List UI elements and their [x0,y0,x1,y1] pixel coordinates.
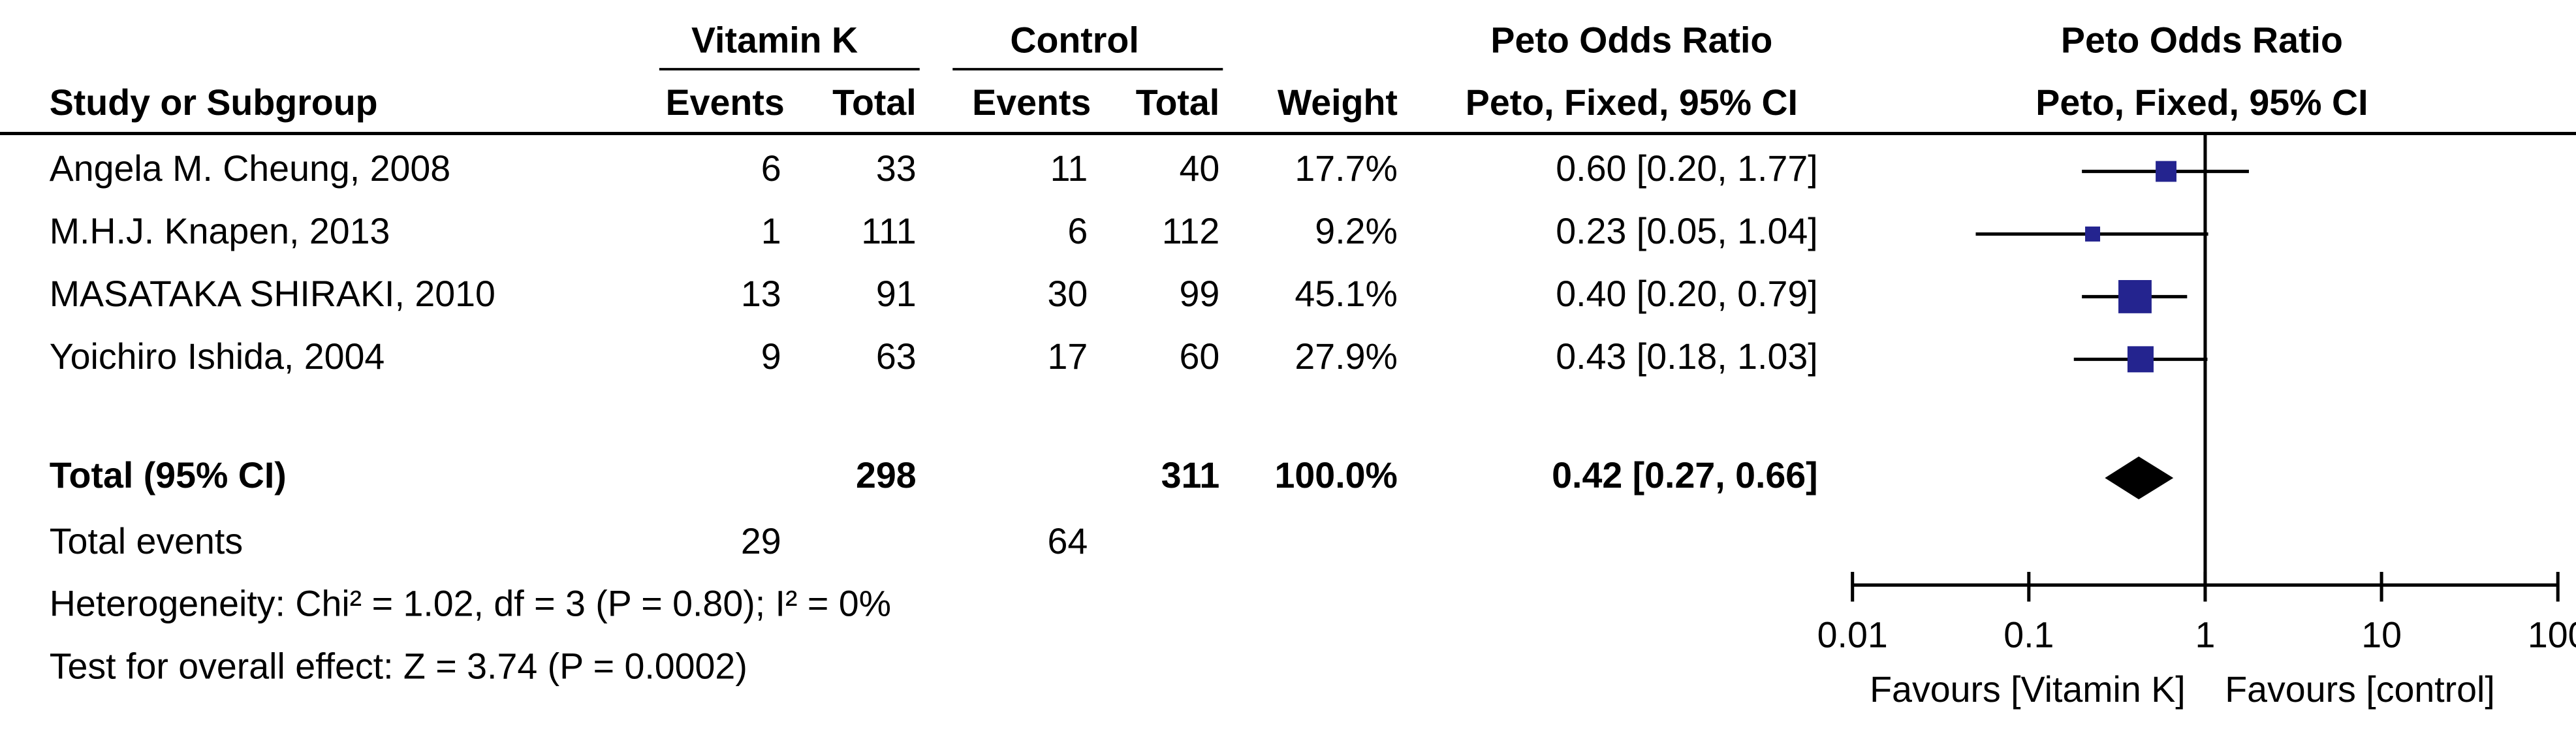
weight-cell: 9.2% [1315,211,1398,251]
total-cell: 91 [876,274,917,314]
weight-cell: 45.1% [1295,274,1397,314]
column-header: Total [1136,82,1220,123]
total-cell: 40 [1179,148,1219,189]
ci-cell: 0.43 [0.18, 1.03] [1556,336,1817,377]
overall-effect: Test for overall effect: Z = 3.74 (P = 0… [50,646,747,687]
plot-title: Peto Odds Ratio [2061,20,2343,60]
events-cell: 6 [761,148,781,189]
study-square [2156,161,2176,182]
total-cell: 33 [876,148,917,189]
group-header: Vitamin K [691,20,858,60]
column-header: Peto, Fixed, 95% CI [1466,82,1798,123]
total-cell: 99 [1179,274,1219,314]
x-tick-label: 0.1 [2003,615,2054,655]
study-square [2118,279,2152,313]
weight-cell: 100.0% [1275,455,1398,495]
x-label-left: Favours [Vitamin K] [1870,669,2186,710]
total-cell: 311 [1161,455,1220,495]
study-name: M.H.J. Knapen, 2013 [50,211,390,251]
weight-cell: 27.9% [1295,336,1397,377]
ci-cell: 0.60 [0.20, 1.77] [1556,148,1817,189]
events-cell: 64 [1047,521,1088,561]
ci-cell: 0.42 [0.27, 0.66] [1552,455,1818,495]
study-name: MASATAKA SHIRAKI, 2010 [50,274,495,314]
study-name: Total (95% CI) [50,455,287,495]
x-tick-label: 10 [2361,615,2402,655]
total-cell: 298 [856,455,917,495]
column-header: Events [972,82,1091,123]
weight-cell: 17.7% [1295,148,1397,189]
ci-cell: 0.40 [0.20, 0.79] [1556,274,1817,314]
column-header: Total [832,82,917,123]
column-header: Study or Subgroup [50,82,378,123]
heterogeneity: Heterogeneity: Chi² = 1.02, df = 3 (P = … [50,584,891,624]
plot-method: Peto, Fixed, 95% CI [2035,82,2368,123]
study-name: Yoichiro Ishida, 2004 [50,336,385,377]
total-diamond [2105,456,2174,499]
events-cell: 9 [761,336,781,377]
ci-cell: 0.23 [0.05, 1.04] [1556,211,1817,251]
total-cell: 63 [876,336,917,377]
study-square [2127,346,2154,373]
events-cell: 1 [761,211,781,251]
total-cell: 111 [861,211,916,251]
total-cell: 60 [1179,336,1219,377]
x-tick-label: 0.01 [1817,615,1888,655]
events-cell: 30 [1047,274,1088,314]
group-header: Control [1010,20,1139,60]
x-tick-label: 100 [2528,615,2576,655]
events-cell: 13 [741,274,781,314]
x-tick-label: 1 [2195,615,2216,655]
column-header: Peto Odds Ratio [1490,20,1772,60]
row-label: Total events [50,521,243,561]
study-name: Angela M. Cheung, 2008 [50,148,450,189]
events-cell: 11 [1050,148,1088,189]
study-square [2085,226,2101,242]
total-cell: 112 [1162,211,1220,251]
column-header: Weight [1278,82,1398,123]
events-cell: 6 [1067,211,1088,251]
x-label-right: Favours [control] [2225,669,2495,710]
column-header: Events [666,82,785,123]
events-cell: 17 [1047,336,1088,377]
events-cell: 29 [741,521,781,561]
